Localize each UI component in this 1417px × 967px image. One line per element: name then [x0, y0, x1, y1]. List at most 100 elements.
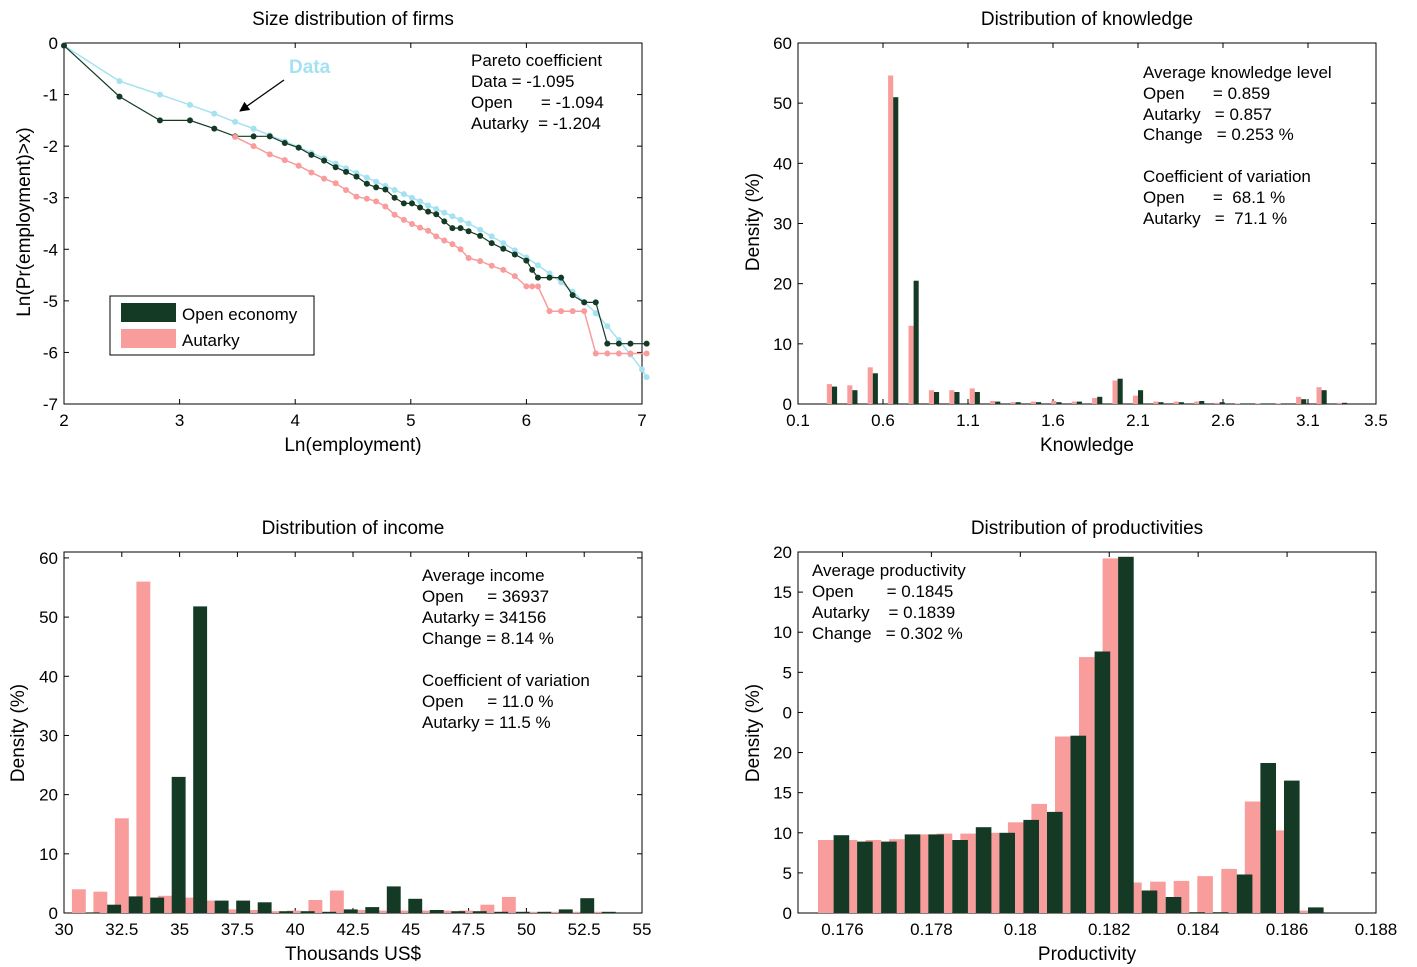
bar-open [1117, 378, 1123, 404]
data-point-autarky [477, 258, 484, 265]
bar-open [451, 911, 466, 913]
data-point-open [187, 117, 194, 124]
bar-open [150, 897, 165, 913]
bar-open [1015, 402, 1021, 404]
data-point-autarky [558, 308, 565, 315]
data-point-open [488, 240, 495, 247]
bar-open [1308, 907, 1324, 913]
data-point-open [343, 168, 350, 175]
data-point-autarky [332, 180, 339, 187]
bar-autarky [867, 367, 873, 404]
bar-autarky [1194, 401, 1200, 404]
bar-autarky [544, 911, 559, 913]
y-tick-label: 0 [783, 904, 792, 923]
income-distribution-panel: Distribution of income 30 32.5 35 37.5 40 42.… [8, 518, 651, 965]
data-arrow: Data [239, 57, 331, 112]
bar-open [601, 911, 616, 913]
bar-autarky [1214, 402, 1220, 404]
bar-autarky [222, 909, 237, 913]
data-point-autarky [592, 350, 599, 357]
knowledge-plot-area: 0.1 0.6 1.1 1.6 2.1 2.6 3.1 3.5 0 10 20 30 40 50 60 [773, 34, 1388, 430]
data-point-open [266, 133, 273, 140]
x-tick-label: 0.178 [910, 920, 953, 939]
data-point-autarky [363, 195, 370, 202]
y-tick-label: 10 [773, 623, 792, 642]
bar-open [1118, 556, 1134, 913]
x-tick-label: 32.5 [105, 920, 138, 939]
bar-open [128, 896, 143, 913]
bar-autarky [826, 384, 832, 404]
x-tick-label: 3.5 [1364, 411, 1388, 430]
income-plot-area: 30 32.5 35 37.5 40 42.5 45 47.5 50 52.5 55 0 10 20 30 4… [39, 549, 651, 939]
data-point-open [382, 186, 389, 193]
data-point-autarky [627, 350, 634, 357]
x-tick-label: 55 [633, 920, 652, 939]
bar-autarky [1132, 395, 1138, 404]
bar-open [236, 900, 251, 913]
data-point-data [500, 240, 507, 247]
bar-autarky [587, 911, 602, 913]
bar-open [934, 392, 940, 404]
bar-autarky [908, 325, 914, 404]
data-point-autarky [295, 162, 302, 169]
bar-autarky [415, 910, 430, 913]
x-tick-label: 0.184 [1177, 920, 1220, 939]
data-point-data [116, 78, 123, 85]
x-tick-label: 5 [406, 411, 415, 430]
bar-autarky [888, 75, 894, 404]
bar-autarky [308, 900, 323, 913]
bar-autarky [1030, 401, 1036, 404]
bar-autarky [329, 890, 344, 913]
data-point-autarky [534, 283, 541, 290]
legend-label-open: Open economy [182, 305, 298, 324]
data-point-open [281, 140, 288, 147]
y-tick-label: 10 [773, 824, 792, 843]
data-point-open [295, 144, 302, 151]
bar-open [1189, 912, 1205, 913]
y-axis-label: Density (%) [743, 173, 764, 271]
data-point-open [604, 340, 611, 347]
data-point-open [391, 194, 398, 201]
data-point-data [156, 91, 163, 98]
data-point-data [373, 178, 380, 185]
bar-open [1138, 390, 1144, 404]
annotation-line: Average knowledge level [1143, 63, 1332, 82]
bar-open [1047, 811, 1063, 913]
bar-autarky [1071, 401, 1077, 404]
bar-open [1301, 399, 1307, 404]
data-point-data [391, 186, 398, 193]
y-tick-label: 40 [39, 667, 58, 686]
bar-open [193, 606, 208, 913]
data-point-autarky [250, 143, 257, 150]
y-tick-label: 30 [39, 726, 58, 745]
bar-open [279, 911, 294, 913]
data-point-open [425, 208, 432, 215]
x-axis-label: Productivity [1038, 944, 1137, 965]
y-tick-label: 0 [49, 904, 58, 923]
data-point-autarky [417, 224, 424, 231]
x-tick-label: 40 [286, 920, 305, 939]
data-point-autarky [511, 273, 518, 280]
annotation-line: Average productivity [812, 561, 966, 580]
x-tick-label: 3 [175, 411, 184, 430]
bar-open [974, 392, 980, 404]
data-point-open [500, 245, 507, 252]
income-annotation: Average income Open = 36937 Autarky = 34… [422, 566, 590, 732]
x-tick-label: 1.6 [1041, 411, 1065, 430]
data-point-data [250, 125, 257, 132]
productivity-annotation: Average productivity Open = 0.1845 Autar… [812, 561, 966, 643]
bar-open [872, 373, 878, 404]
bar-autarky [1234, 403, 1240, 404]
legend-label-autarky: Autarky [182, 331, 240, 350]
x-tick-label: 1.1 [956, 411, 980, 430]
axes-box [797, 42, 1377, 405]
y-tick-label: 40 [773, 154, 792, 173]
bar-autarky [1112, 380, 1118, 404]
data-point-open [465, 228, 472, 235]
data-point-open [116, 93, 123, 100]
x-tick-label: 2.1 [1126, 411, 1150, 430]
data-point-data [488, 233, 495, 240]
chart-title: Size distribution of firms [252, 9, 454, 30]
data-point-autarky [581, 308, 588, 315]
data-point-open [308, 151, 315, 158]
